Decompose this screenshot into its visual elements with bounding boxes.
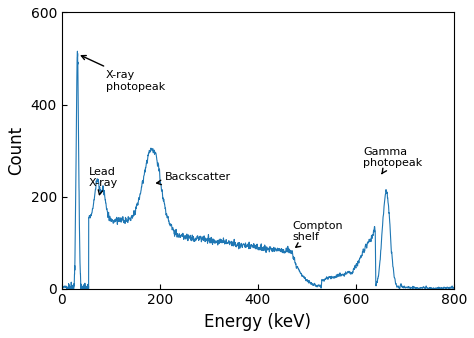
Text: Compton
shelf: Compton shelf <box>292 220 343 247</box>
Text: Lead
X-ray: Lead X-ray <box>89 167 118 195</box>
X-axis label: Energy (keV): Energy (keV) <box>204 313 311 331</box>
Y-axis label: Count: Count <box>7 126 25 175</box>
Text: Gamma
photopeak: Gamma photopeak <box>363 147 422 174</box>
Text: X-ray
photopeak: X-ray photopeak <box>82 55 165 92</box>
Text: Backscatter: Backscatter <box>157 172 231 185</box>
